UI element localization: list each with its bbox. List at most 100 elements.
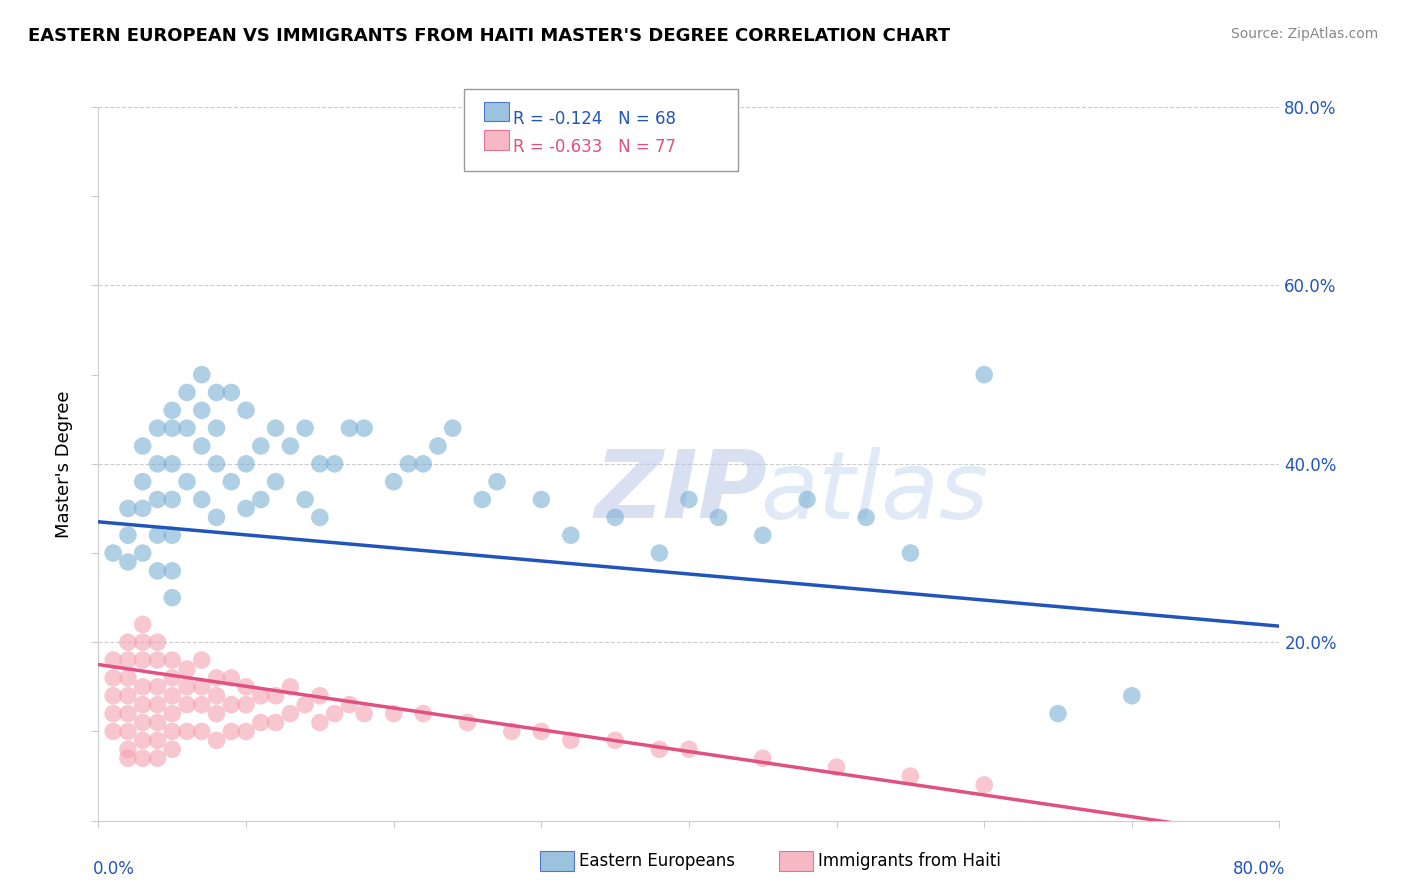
Point xyxy=(441,421,464,435)
Point xyxy=(900,546,922,560)
Point xyxy=(264,421,287,435)
Point xyxy=(294,421,316,435)
Point xyxy=(323,706,346,721)
Point xyxy=(132,680,155,694)
Point xyxy=(146,733,169,747)
Point xyxy=(146,492,169,507)
Point xyxy=(412,457,434,471)
Text: Source: ZipAtlas.com: Source: ZipAtlas.com xyxy=(1230,27,1378,41)
Point xyxy=(162,457,183,471)
Point xyxy=(103,653,125,667)
Point xyxy=(162,653,183,667)
Point xyxy=(339,421,360,435)
Y-axis label: Master's Degree: Master's Degree xyxy=(55,390,73,538)
Point xyxy=(191,680,214,694)
Point xyxy=(205,421,228,435)
Point xyxy=(1046,706,1069,721)
Point xyxy=(264,715,287,730)
Point xyxy=(117,555,139,569)
Point xyxy=(176,724,198,739)
Point xyxy=(339,698,360,712)
Point xyxy=(162,528,183,542)
Point xyxy=(146,653,169,667)
Point xyxy=(323,457,346,471)
Point xyxy=(191,368,214,382)
Point xyxy=(1121,689,1143,703)
Text: ZIP: ZIP xyxy=(595,446,768,539)
Point xyxy=(162,421,183,435)
Point xyxy=(191,653,214,667)
Point xyxy=(191,698,214,712)
Point xyxy=(235,680,257,694)
Point xyxy=(191,492,214,507)
Point xyxy=(530,724,553,739)
Point xyxy=(132,546,155,560)
Point xyxy=(162,564,183,578)
Point xyxy=(132,751,155,765)
Point xyxy=(278,706,302,721)
Point xyxy=(219,475,242,489)
Point xyxy=(456,715,478,730)
Point xyxy=(678,742,700,756)
Point xyxy=(176,475,198,489)
Point xyxy=(132,617,155,632)
Point xyxy=(250,492,273,507)
Point xyxy=(309,457,332,471)
Point xyxy=(605,510,627,524)
Point xyxy=(191,403,214,417)
Point xyxy=(648,742,671,756)
Point xyxy=(205,457,228,471)
Point xyxy=(117,635,139,649)
Point xyxy=(146,751,169,765)
Point xyxy=(205,689,228,703)
Point xyxy=(278,439,302,453)
Text: Immigrants from Haiti: Immigrants from Haiti xyxy=(818,852,1001,870)
Point xyxy=(162,671,183,685)
Point xyxy=(191,724,214,739)
Point xyxy=(751,528,773,542)
Text: R = -0.633   N = 77: R = -0.633 N = 77 xyxy=(513,138,676,156)
Point xyxy=(219,385,242,400)
Text: EASTERN EUROPEAN VS IMMIGRANTS FROM HAITI MASTER'S DEGREE CORRELATION CHART: EASTERN EUROPEAN VS IMMIGRANTS FROM HAIT… xyxy=(28,27,950,45)
Point xyxy=(855,510,877,524)
Point xyxy=(146,421,169,435)
Point xyxy=(396,457,419,471)
Point xyxy=(560,733,582,747)
Point xyxy=(132,501,155,516)
Point xyxy=(648,546,671,560)
Point xyxy=(132,653,155,667)
Point xyxy=(973,778,995,792)
Point xyxy=(235,403,257,417)
Point xyxy=(900,769,922,783)
Point xyxy=(973,368,995,382)
Point xyxy=(678,492,700,507)
Point xyxy=(146,698,169,712)
Point xyxy=(205,510,228,524)
Point xyxy=(278,680,302,694)
Point xyxy=(205,706,228,721)
Point xyxy=(219,698,242,712)
Point xyxy=(796,492,818,507)
Point xyxy=(117,689,139,703)
Point xyxy=(235,724,257,739)
Point xyxy=(412,706,434,721)
Point xyxy=(117,528,139,542)
Point xyxy=(103,546,125,560)
Point xyxy=(486,475,509,489)
Point xyxy=(146,457,169,471)
Point xyxy=(264,475,287,489)
Point xyxy=(103,706,125,721)
Point xyxy=(117,724,139,739)
Point xyxy=(176,385,198,400)
Point xyxy=(117,706,139,721)
Point xyxy=(103,724,125,739)
Point xyxy=(560,528,582,542)
Point xyxy=(707,510,730,524)
Point xyxy=(294,492,316,507)
Point xyxy=(146,635,169,649)
Point xyxy=(162,403,183,417)
Point xyxy=(219,671,242,685)
Point xyxy=(250,439,273,453)
Point xyxy=(382,706,405,721)
Point xyxy=(176,421,198,435)
